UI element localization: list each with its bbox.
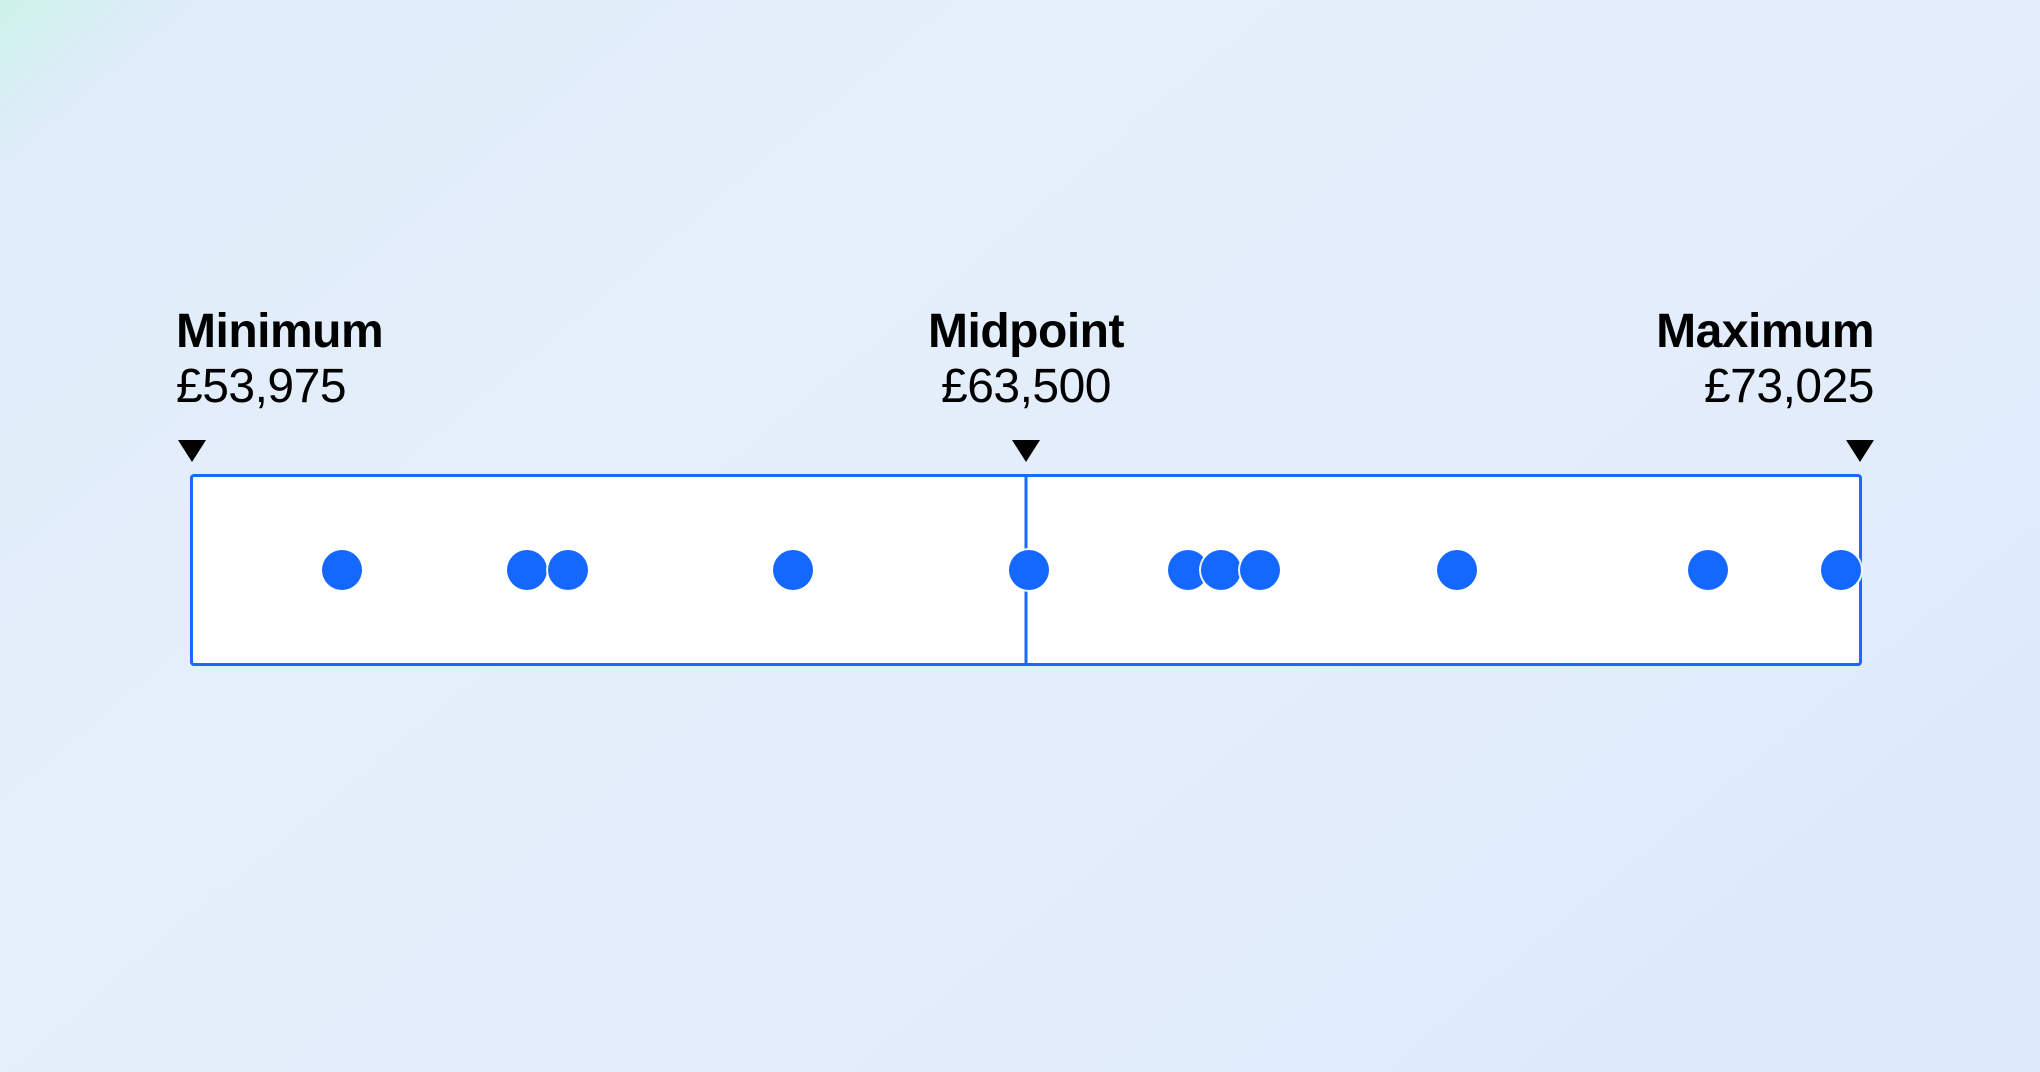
salary-range-chart: Minimum £53,975 Midpoint £63,500 Maximum… — [190, 304, 1862, 666]
label-title: Minimum — [176, 304, 383, 359]
label-value: £63,500 — [928, 359, 1124, 414]
data-point — [1437, 550, 1477, 590]
data-point — [322, 550, 362, 590]
data-point — [1688, 550, 1728, 590]
range-box — [190, 474, 1862, 666]
data-point — [1821, 550, 1861, 590]
label-title: Maximum — [1656, 304, 1874, 359]
label-maximum: Maximum £73,025 — [1656, 304, 1874, 414]
marker-triangle-icon — [178, 440, 206, 462]
marker-triangle-icon — [1846, 440, 1874, 462]
labels-row: Minimum £53,975 Midpoint £63,500 Maximum… — [190, 304, 1862, 474]
label-midpoint: Midpoint £63,500 — [928, 304, 1124, 414]
label-value: £53,975 — [176, 359, 383, 414]
data-point — [1009, 550, 1049, 590]
marker-triangle-icon — [1012, 440, 1040, 462]
data-point — [548, 550, 588, 590]
label-minimum: Minimum £53,975 — [176, 304, 383, 414]
label-value: £73,025 — [1656, 359, 1874, 414]
label-title: Midpoint — [928, 304, 1124, 359]
data-point — [1201, 550, 1241, 590]
data-point — [773, 550, 813, 590]
data-point — [1240, 550, 1280, 590]
data-point — [507, 550, 547, 590]
